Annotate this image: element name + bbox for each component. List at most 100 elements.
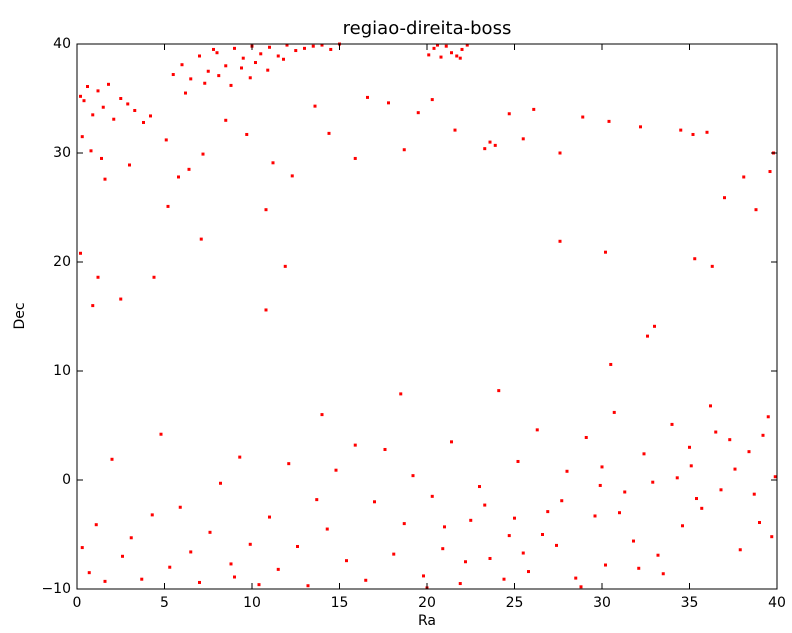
point (238, 455, 242, 459)
point (96, 275, 100, 279)
point (229, 83, 233, 87)
point (733, 467, 737, 471)
point (607, 119, 611, 123)
x-tick-label: 20 (418, 595, 436, 611)
point (618, 511, 621, 515)
point (290, 174, 294, 178)
point (460, 47, 464, 51)
point (719, 488, 723, 492)
point (166, 204, 170, 208)
point (79, 94, 82, 98)
point (430, 98, 434, 102)
point (453, 128, 457, 132)
point (364, 578, 368, 582)
point (259, 52, 263, 56)
point (121, 554, 124, 558)
point (565, 469, 569, 473)
point (248, 76, 252, 80)
point (752, 492, 756, 496)
point (488, 556, 492, 560)
point (254, 61, 257, 65)
point (178, 505, 182, 509)
point (91, 113, 95, 117)
point (661, 572, 665, 576)
point (89, 149, 93, 153)
point (688, 445, 691, 449)
point (656, 553, 660, 557)
point (600, 465, 604, 469)
point (276, 54, 280, 58)
point (353, 443, 357, 447)
point (513, 516, 516, 520)
point (497, 389, 501, 393)
x-tick-label: 40 (768, 595, 786, 611)
point (507, 534, 511, 538)
point (639, 125, 642, 129)
point (366, 95, 369, 99)
point (516, 459, 520, 463)
x-tick-label: 15 (331, 595, 349, 611)
point (469, 518, 473, 522)
point (679, 128, 683, 132)
point (705, 130, 709, 134)
point (439, 55, 443, 59)
point (373, 500, 376, 504)
point (86, 85, 89, 89)
point (560, 499, 564, 503)
point (283, 264, 287, 268)
point (483, 147, 487, 151)
point (387, 101, 390, 105)
y-tick-label: 10 (53, 363, 71, 379)
point (96, 89, 100, 93)
point (527, 570, 530, 574)
point (245, 132, 249, 136)
point (532, 107, 536, 111)
y-tick-label: 20 (53, 254, 71, 270)
point (177, 175, 180, 179)
point (507, 112, 511, 116)
point (758, 521, 761, 525)
point (710, 264, 714, 268)
point (738, 548, 742, 552)
point (700, 506, 704, 510)
point (521, 551, 525, 555)
point (142, 120, 145, 124)
point (296, 544, 299, 548)
point (189, 550, 193, 554)
point (268, 45, 271, 49)
point (198, 54, 201, 58)
x-tick-label: 30 (593, 595, 611, 611)
point (264, 308, 268, 312)
point (653, 324, 656, 328)
point (110, 457, 114, 461)
point (282, 57, 285, 61)
y-tick-label: 30 (53, 145, 71, 161)
point (303, 46, 306, 50)
point (287, 462, 291, 466)
x-tick-label: 35 (681, 595, 699, 611)
point (87, 571, 91, 575)
point (203, 81, 207, 85)
point (107, 82, 110, 86)
x-tick-label: 5 (160, 595, 169, 611)
point (353, 156, 357, 160)
point (441, 547, 445, 551)
point (91, 304, 95, 308)
point (478, 485, 481, 489)
point (670, 422, 674, 426)
point (399, 392, 403, 396)
point (112, 117, 116, 121)
point (411, 474, 415, 478)
point (320, 43, 324, 47)
y-tick-label: 0 (62, 472, 71, 488)
point (535, 428, 539, 432)
point (632, 539, 635, 543)
point (723, 196, 726, 200)
point (555, 543, 558, 547)
point (198, 580, 201, 584)
point (248, 542, 252, 546)
point (133, 108, 137, 112)
y-tick-label: 40 (53, 36, 71, 52)
point (187, 167, 191, 171)
